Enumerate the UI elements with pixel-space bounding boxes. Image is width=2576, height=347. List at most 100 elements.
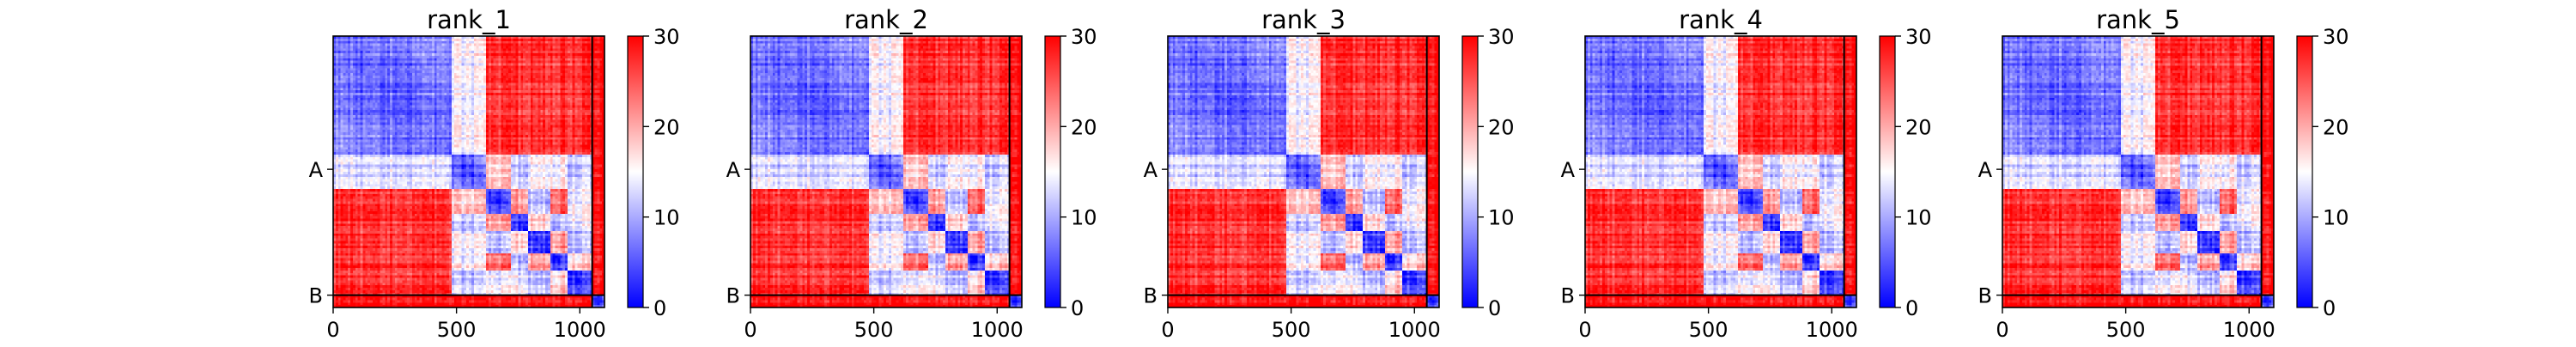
heatmap-cells (333, 36, 605, 307)
heatmap-cell (545, 48, 548, 51)
heatmap-cell (361, 51, 363, 53)
heatmap-cell (402, 41, 404, 44)
heatmap-cell (355, 65, 358, 68)
heatmap-cell (553, 51, 556, 53)
heatmap-cell (528, 51, 531, 53)
heatmap-cell (341, 65, 343, 68)
heatmap-cell (355, 61, 358, 64)
heatmap-cell (402, 51, 404, 53)
heatmap-cell (557, 48, 560, 51)
heatmap-cell (404, 48, 407, 51)
heatmap-cell (556, 46, 558, 48)
heatmap-cell (494, 61, 496, 64)
heatmap-cell (573, 39, 575, 41)
heatmap-cell (560, 56, 562, 58)
heatmap-cell (353, 44, 355, 46)
heatmap-cell (536, 64, 538, 66)
heatmap-cell (570, 44, 573, 46)
heatmap-cell (382, 58, 385, 61)
heatmap-cell (437, 41, 440, 44)
heatmap-cell (587, 64, 590, 66)
heatmap-cell (398, 61, 400, 64)
heatmap-cell (336, 41, 338, 44)
heatmap-cell (382, 39, 385, 41)
heatmap-cell (427, 56, 429, 58)
heatmap-cell (573, 41, 575, 44)
heatmap-cell (457, 53, 459, 56)
heatmap-cell (365, 44, 368, 46)
heatmap-cell (570, 56, 573, 58)
heatmap-cell (477, 46, 479, 48)
heatmap-cell (410, 53, 412, 56)
heatmap-cell (580, 64, 582, 66)
heatmap-cell (457, 46, 459, 48)
heatmap-cell (412, 48, 415, 51)
heatmap-cell (483, 46, 486, 48)
heatmap-cell (503, 53, 506, 56)
heatmap-cell (373, 41, 375, 44)
heatmap-cell (400, 51, 403, 53)
heatmap-cell (506, 51, 508, 53)
heatmap-cell (404, 46, 407, 48)
heatmap-cell (434, 53, 437, 56)
heatmap-cell (417, 64, 420, 66)
heatmap-cell (491, 56, 494, 58)
heatmap-cell (434, 48, 437, 51)
heatmap-cell (538, 41, 540, 44)
heatmap-cell (434, 65, 437, 68)
heatmap-cell (585, 39, 587, 41)
heatmap-cell (595, 39, 598, 41)
heatmap-cell (585, 44, 587, 46)
heatmap-cell (489, 56, 491, 58)
heatmap-cell (511, 53, 513, 56)
heatmap-cell (513, 41, 516, 44)
heatmap-cell (474, 48, 477, 51)
heatmap-cell (378, 65, 380, 68)
heatmap-cell (538, 51, 540, 53)
heatmap-cell (373, 53, 375, 56)
heatmap-cell (449, 53, 452, 56)
heatmap-cell (429, 53, 432, 56)
heatmap-cell (543, 61, 545, 64)
heatmap-cell (582, 41, 585, 44)
heatmap-cell (489, 44, 491, 46)
heatmap-cell (348, 58, 350, 61)
heatmap-cell (447, 51, 449, 53)
heatmap-cell (441, 64, 444, 66)
heatmap-cell (449, 61, 452, 64)
heatmap-cell (424, 53, 427, 56)
heatmap-cell (343, 58, 345, 61)
heatmap-cell (511, 58, 513, 61)
heatmap-cell (560, 44, 562, 46)
heatmap-cell (444, 44, 447, 46)
heatmap-cell (533, 44, 536, 46)
heatmap-cell (486, 46, 489, 48)
heatmap-cell (429, 41, 432, 44)
heatmap-cell (585, 48, 587, 51)
heatmap-cell (343, 46, 345, 48)
heatmap-cell (587, 44, 590, 46)
heatmap-cell (457, 65, 459, 68)
heatmap-cell (503, 51, 506, 53)
heatmap-cell (580, 48, 582, 51)
heatmap-cell (407, 53, 410, 56)
heatmap-cell (345, 56, 348, 58)
heatmap-cell (570, 61, 573, 64)
heatmap-cell (361, 41, 363, 44)
heatmap-cell (410, 56, 412, 58)
heatmap-cell (353, 46, 355, 48)
heatmap-cell (417, 39, 420, 41)
heatmap-cell (595, 46, 598, 48)
heatmap-cell (536, 39, 538, 41)
heatmap-cell (370, 53, 373, 56)
heatmap-cell (577, 56, 580, 58)
heatmap-cell (452, 64, 454, 66)
heatmap-cell (486, 48, 489, 51)
heatmap-cell (424, 51, 427, 53)
heatmap-cell (478, 56, 481, 58)
heatmap-cell (440, 41, 442, 44)
heatmap-cell (538, 48, 540, 51)
heatmap-cell (400, 48, 403, 51)
heatmap-cell (452, 53, 454, 56)
heatmap-cell (441, 39, 444, 41)
